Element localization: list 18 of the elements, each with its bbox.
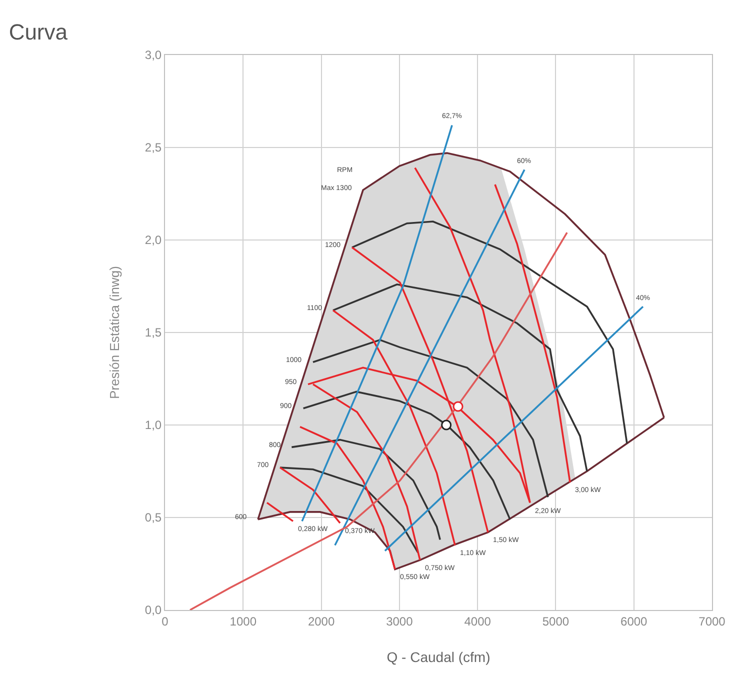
y-tick-label: 0,0	[144, 603, 162, 618]
chart-title: Curva	[8, 19, 68, 44]
y-tick-label: 1,0	[144, 418, 162, 432]
x-tick-label: 5000	[542, 614, 570, 628]
x-axis-title: Q - Caudal (cfm)	[386, 649, 490, 665]
x-tick-label: 7000	[698, 614, 726, 628]
x-tick-label: 4000	[464, 614, 492, 628]
x-tick-label: 3000	[386, 614, 414, 628]
x-tick-label: 1000	[230, 614, 257, 628]
x-tick-label: 6000	[620, 614, 648, 628]
x-tick-label: 0	[162, 614, 169, 628]
y-tick-label: 2,0	[144, 233, 162, 248]
y-tick-label: 2,5	[144, 140, 162, 155]
y-axis-title: Presión Estática (inwg)	[106, 266, 122, 399]
y-tick-label: 0,5	[144, 510, 162, 525]
y-tick-label: 1,5	[144, 326, 162, 340]
y-tick-label: 3,0	[144, 48, 162, 62]
x-tick-label: 2000	[308, 614, 335, 628]
